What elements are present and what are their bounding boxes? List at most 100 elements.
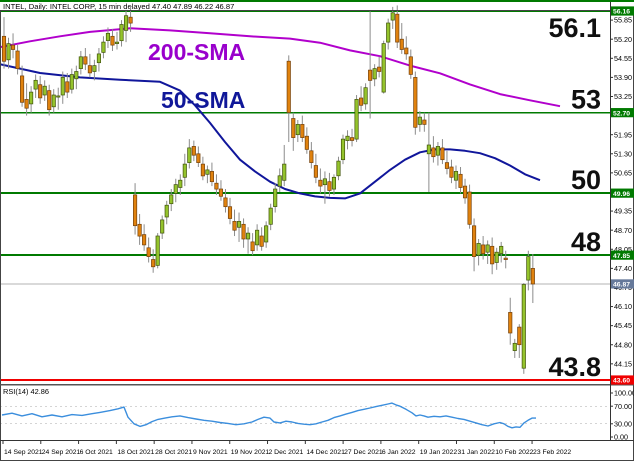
sma50-annotation: 50-SMA <box>161 87 245 113</box>
candle-up <box>255 229 260 246</box>
candle-up <box>268 207 273 225</box>
candle-up <box>363 87 368 105</box>
candle-up <box>476 243 481 256</box>
candle-down <box>128 16 133 24</box>
candle-up <box>160 219 165 234</box>
candle-down <box>431 147 436 158</box>
candle-down <box>304 135 309 150</box>
candle-down <box>1 35 7 62</box>
candle-up <box>521 284 526 369</box>
candle-down <box>440 147 445 161</box>
candle-down <box>259 235 264 247</box>
candle-up <box>345 135 350 141</box>
candle-up <box>69 74 74 90</box>
candle-down <box>368 69 373 81</box>
price-tick-label: 44.80 <box>614 340 632 349</box>
candle-down <box>110 35 115 46</box>
rsi-line <box>1 402 536 429</box>
candle-down <box>137 223 142 237</box>
level-badge-52.70-bg <box>611 108 634 118</box>
date-label: 28 Oct 2021 <box>155 449 192 456</box>
date-label: 6 Oct 2021 <box>80 449 113 456</box>
candle-down <box>214 182 219 190</box>
level-annotation-50: 50 <box>571 165 601 195</box>
candle-up <box>435 146 440 156</box>
price-tick-label: 51.30 <box>614 149 632 158</box>
candle-down <box>395 13 400 43</box>
price-tick-label: 47.40 <box>614 264 632 273</box>
level-annotation-43.8: 43.8 <box>548 352 601 382</box>
candle-up <box>101 41 106 53</box>
candle-up <box>92 65 97 72</box>
candle-up <box>512 342 517 351</box>
candle-down <box>309 150 314 163</box>
candle-up <box>169 194 174 205</box>
candle-down <box>146 247 151 257</box>
candle-down <box>530 268 535 285</box>
candle-up <box>123 15 129 31</box>
level-annotation-53: 53 <box>571 85 601 115</box>
candle-up <box>390 12 395 21</box>
candle-down <box>87 65 92 74</box>
candle-down <box>449 166 454 178</box>
candle-down <box>462 185 468 199</box>
candle-up <box>331 176 337 190</box>
candle-down <box>10 44 16 50</box>
candle-down <box>467 191 472 225</box>
candle-up <box>114 41 120 44</box>
candle-down <box>300 124 305 138</box>
candle-down <box>404 47 409 55</box>
date-label: 19 Nov 2021 <box>231 449 270 456</box>
price-tick-label: 51.95 <box>614 130 632 139</box>
candle-up <box>354 99 359 140</box>
level-annotation-56.1: 56.1 <box>548 13 601 43</box>
candle-down <box>490 245 495 265</box>
candle-down <box>47 90 52 111</box>
level-badge-47.85: 47.85 <box>613 253 630 260</box>
candle-down <box>359 97 364 106</box>
candle-down <box>472 225 477 257</box>
date-label: 19 Jan 2022 <box>420 449 458 456</box>
candle-up <box>295 124 300 136</box>
rsi-tick-label: 0.00 <box>614 433 628 442</box>
candle-down <box>191 146 196 156</box>
candle-down <box>209 171 214 183</box>
candle-up <box>74 71 79 80</box>
candle-up <box>60 77 65 96</box>
candle-up <box>119 24 124 42</box>
candle-up <box>96 53 101 64</box>
candle-down <box>286 60 291 113</box>
candle-down <box>15 50 20 69</box>
candle-down <box>508 312 513 334</box>
candle-up <box>6 43 11 61</box>
candle-down <box>232 221 237 231</box>
level-badge-52.70: 52.70 <box>613 110 630 117</box>
candle-up <box>340 138 346 161</box>
level-badge-47.85-bg <box>611 250 634 260</box>
candle-up <box>205 169 210 175</box>
price-tick-label: 54.55 <box>614 54 632 63</box>
candle-down <box>24 99 29 109</box>
candle-down <box>241 223 246 240</box>
date-label: 14 Dec 2021 <box>306 449 345 456</box>
level-badge-49.96: 49.96 <box>613 191 630 198</box>
date-label: 9 Nov 2021 <box>193 449 228 456</box>
candle-up <box>29 91 34 105</box>
chart-plot-area[interactable] <box>0 11 610 384</box>
candle-down <box>38 84 43 99</box>
candle-down <box>517 326 522 346</box>
rsi-tick-label: 70.00 <box>614 402 632 411</box>
price-tick-label: 53.25 <box>614 92 632 101</box>
level-badge-43.60-bg <box>611 375 634 385</box>
candle-down <box>481 244 486 255</box>
price-tick-label: 55.85 <box>614 16 632 25</box>
candle-down <box>133 194 138 227</box>
candle-down <box>227 206 233 219</box>
date-label: 27 Dec 2021 <box>344 449 383 456</box>
candle-down <box>318 179 323 187</box>
sma200-line <box>0 27 561 108</box>
sma200-annotation: 200-SMA <box>148 39 245 65</box>
candle-down <box>151 259 156 268</box>
